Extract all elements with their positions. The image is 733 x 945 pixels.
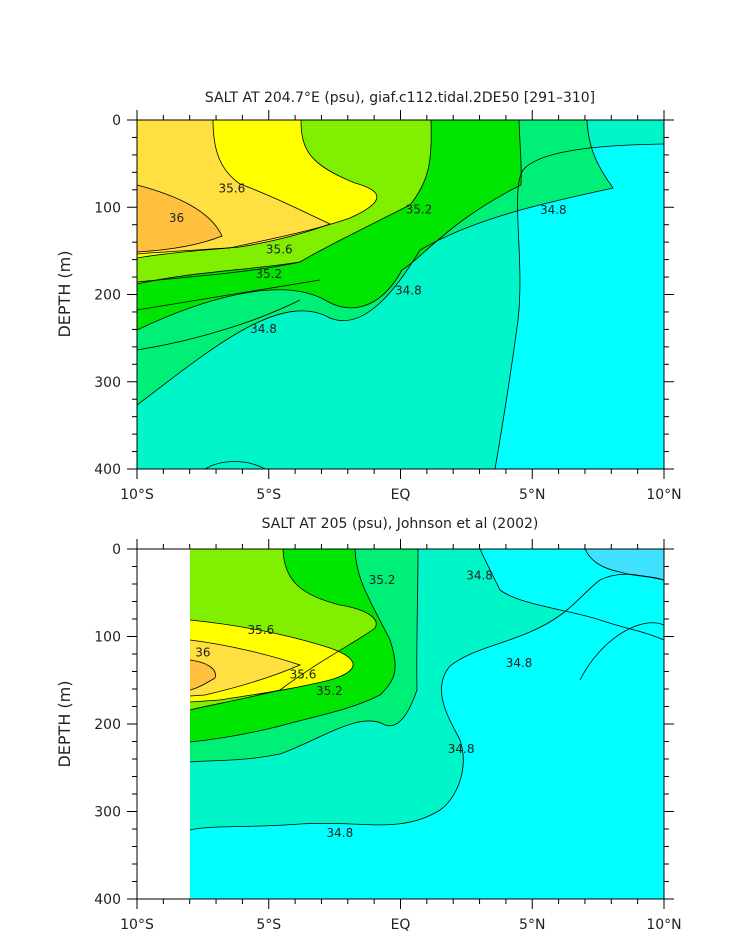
contour-line-bottom-10 — [584, 548, 665, 581]
y-tick-label: 200 — [94, 288, 121, 304]
band-35.8-bottom — [190, 640, 300, 696]
contour-line-top-11 — [204, 461, 266, 470]
y-tick-label: 100 — [94, 200, 121, 216]
x-tick-label: 5°N — [519, 917, 545, 933]
contour-line-top-3 — [136, 119, 522, 331]
contour-line-bottom-8 — [479, 548, 665, 641]
bottom-panel-contour-labels: 35.6 36 35.6 35.2 35.2 34.8 34.8 34.8 34.8 — [195, 569, 532, 840]
contour-line-top-9 — [136, 279, 321, 311]
contour-label: 35.2 — [255, 267, 282, 281]
bottom-panel-axes: 10°S 5°S EQ 5°N 10°N 0 100 200 300 400 — [94, 539, 682, 933]
x-tick-label: 5°N — [519, 487, 545, 503]
y-tick-label: 300 — [94, 375, 121, 391]
top-panel-contour-labels: 35.6 36 35.6 35.2 34.8 35.2 34.8 34.8 — [169, 181, 567, 335]
contour-line-top-4 — [136, 119, 432, 285]
contour-line-bottom-6 — [189, 639, 302, 697]
bottom-panel-plot-area — [189, 548, 665, 899]
contour-line-bottom-7 — [189, 659, 216, 691]
contour-line-top-1 — [494, 143, 665, 470]
contour-label: 34.8 — [466, 569, 493, 583]
contour-label: 35.6 — [266, 242, 293, 256]
contour-line-bottom-2 — [189, 548, 419, 763]
x-tick-label: 10°S — [120, 487, 154, 503]
contour-label: 34.8 — [250, 322, 277, 336]
contour-line-bottom-4 — [189, 548, 377, 711]
y-tick-label: 200 — [94, 717, 121, 733]
band-36.0-top — [137, 185, 222, 252]
contour-label: 35.2 — [316, 684, 343, 698]
x-tick-label: 5°S — [256, 917, 281, 933]
contour-label: 34.8 — [540, 203, 567, 217]
top-panel-frame — [136, 119, 665, 470]
contour-label: 36 — [195, 646, 210, 660]
top-panel-title: SALT AT 204.7°E (psu), giaf.c112.tidal.2… — [205, 90, 595, 106]
band-36.0-bottom — [190, 660, 216, 690]
contour-line-bottom-9 — [579, 622, 665, 681]
y-tick-label: 0 — [112, 542, 121, 558]
contour-label: 34.8 — [506, 656, 533, 670]
y-tick-label: 300 — [94, 805, 121, 821]
y-tick-label: 100 — [94, 630, 121, 646]
contour-line-top-10 — [136, 299, 301, 351]
x-tick-label: EQ — [391, 487, 411, 503]
contour-line-top-7 — [136, 184, 223, 253]
x-tick-label: 10°N — [646, 487, 681, 503]
bottom-panel: SALT AT 205 (psu), Johnson et al (2002) — [55, 516, 682, 933]
contour-label: 35.2 — [369, 573, 396, 587]
contour-label: 34.8 — [395, 284, 422, 298]
x-tick-label: 10°N — [646, 917, 681, 933]
contour-label: 36 — [169, 211, 184, 225]
x-tick-label: EQ — [391, 917, 411, 933]
band-34.6-bottom — [480, 549, 664, 680]
y-tick-label: 0 — [112, 113, 121, 129]
contour-label: 35.6 — [219, 181, 246, 195]
bottom-panel-ylabel: DEPTH (m) — [55, 680, 74, 767]
contour-line-top-5 — [136, 119, 378, 259]
contour-label: 35.6 — [247, 623, 274, 637]
bottom-panel-title: SALT AT 205 (psu), Johnson et al (2002) — [262, 516, 539, 532]
top-panel: SALT AT 204.7°E (psu), giaf.c112.tidal.2… — [55, 90, 682, 503]
contour-line-bottom-5 — [189, 619, 354, 703]
contour-line-top-8 — [136, 261, 301, 283]
top-panel-axes: 10°S 5°S EQ 5°N 10°N 0 100 200 300 400 — [94, 110, 682, 503]
contour-label: 35.2 — [406, 202, 433, 216]
contour-label: 35.6 — [290, 668, 317, 682]
contour-label: 34.8 — [448, 742, 475, 756]
y-tick-label: 400 — [94, 892, 121, 908]
top-panel-plot-area — [136, 119, 665, 470]
bottom-panel-frame — [136, 548, 665, 900]
y-tick-label: 400 — [94, 462, 121, 478]
x-tick-label: 10°S — [120, 917, 154, 933]
contour-label: 34.8 — [327, 826, 354, 840]
contour-line-bottom-3 — [189, 548, 396, 743]
contour-line-bottom-1 — [189, 573, 665, 831]
x-tick-label: 5°S — [256, 487, 281, 503]
top-panel-ylabel: DEPTH (m) — [55, 250, 74, 337]
band-34.4-bottom — [585, 549, 664, 580]
contour-line-top-6 — [136, 119, 332, 255]
